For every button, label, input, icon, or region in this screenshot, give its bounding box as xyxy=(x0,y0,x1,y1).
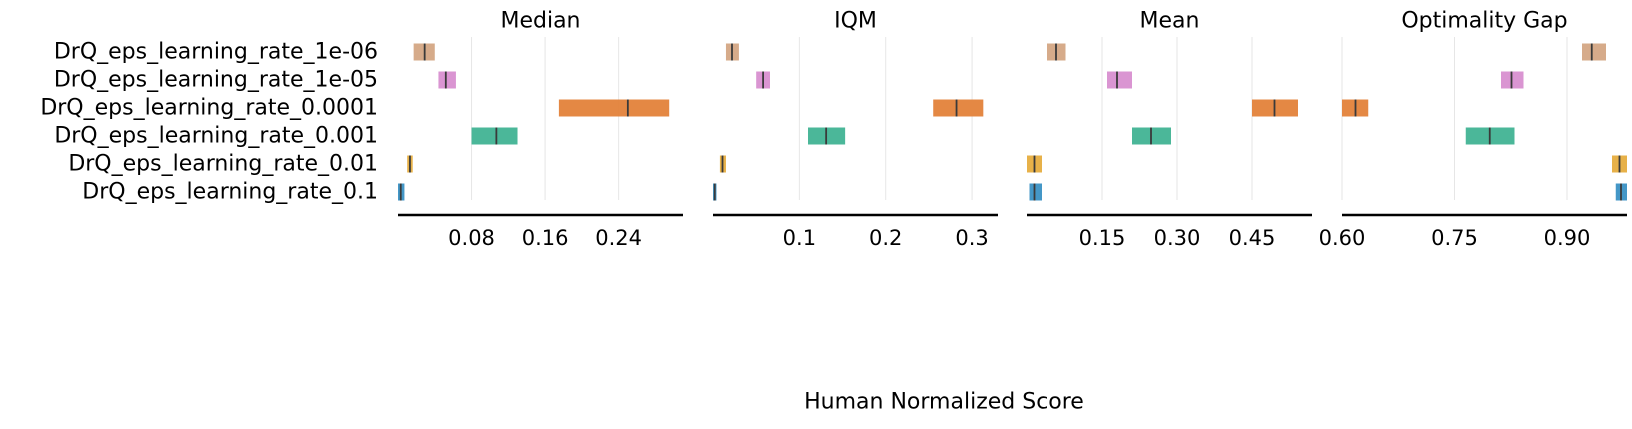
interval-bar xyxy=(1582,43,1606,61)
x-axis-label: Human Normalized Score xyxy=(804,390,1084,415)
x-tick-label: 0.3 xyxy=(955,226,988,250)
row-label: DrQ_eps_learning_rate_0.01 xyxy=(68,152,378,177)
x-tick-label: 0.24 xyxy=(595,226,642,250)
x-tick-label: 0.45 xyxy=(1229,226,1276,250)
panel-title: Mean xyxy=(1140,9,1200,34)
x-tick-label: 0.90 xyxy=(1544,226,1591,250)
interval-bar xyxy=(1107,71,1132,89)
x-tick-label: 0.16 xyxy=(522,226,569,250)
x-tick-label: 0.30 xyxy=(1154,226,1201,250)
interval-bar xyxy=(933,99,984,117)
x-tick-label: 0.75 xyxy=(1431,226,1478,250)
row-label: DrQ_eps_learning_rate_1e-05 xyxy=(54,68,378,93)
interval-bar xyxy=(438,71,456,89)
x-tick-label: 0.1 xyxy=(783,226,816,250)
x-tick-label: 0.15 xyxy=(1079,226,1126,250)
x-tick-label: 0.60 xyxy=(1319,226,1366,250)
row-label: DrQ_eps_learning_rate_0.1 xyxy=(82,180,378,205)
x-tick-label: 0.2 xyxy=(869,226,902,250)
panel-title: Optimality Gap xyxy=(1401,9,1567,34)
interval-bar xyxy=(1029,183,1042,201)
interval-bar xyxy=(558,99,670,117)
panel-title: IQM xyxy=(834,9,877,34)
interval-bar xyxy=(471,127,518,145)
panel-title: Median xyxy=(500,9,580,34)
row-label: DrQ_eps_learning_rate_0.0001 xyxy=(40,96,378,121)
x-tick-label: 0.08 xyxy=(448,226,495,250)
row-label: DrQ_eps_learning_rate_0.001 xyxy=(54,124,378,149)
row-label: DrQ_eps_learning_rate_1e-06 xyxy=(54,40,378,65)
